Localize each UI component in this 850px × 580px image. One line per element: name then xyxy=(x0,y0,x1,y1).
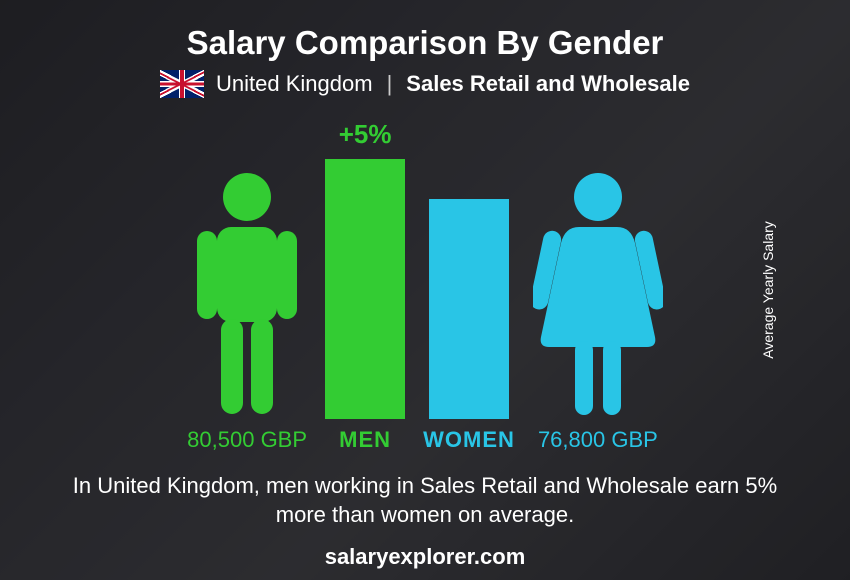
uk-flag-icon xyxy=(160,70,204,98)
category-label: Sales Retail and Wholesale xyxy=(406,71,690,97)
women-label: WOMEN xyxy=(423,427,515,453)
men-bar-col: +5% MEN xyxy=(325,153,405,453)
women-bar xyxy=(429,199,509,419)
summary-text: In United Kingdom, men working in Sales … xyxy=(65,471,785,530)
female-icon xyxy=(533,169,663,419)
women-salary: 76,800 GBP xyxy=(538,427,658,453)
infographic-container: Salary Comparison By Gender United Kingd… xyxy=(0,0,850,580)
women-bar-col: WOMEN xyxy=(423,153,515,453)
diff-label: +5% xyxy=(339,119,392,150)
country-label: United Kingdom xyxy=(216,71,373,97)
source-label: salaryexplorer.com xyxy=(325,544,526,570)
chart-area: 80,500 GBP +5% MEN WOMEN 76,800 GBP xyxy=(40,118,810,453)
men-salary: 80,500 GBP xyxy=(187,427,307,453)
main-title: Salary Comparison By Gender xyxy=(187,24,664,62)
subtitle-row: United Kingdom | Sales Retail and Wholes… xyxy=(160,70,690,98)
men-bar xyxy=(325,159,405,419)
separator: | xyxy=(385,71,395,97)
male-icon xyxy=(187,169,307,419)
y-axis-label: Average Yearly Salary xyxy=(759,221,775,359)
men-icon-col: 80,500 GBP xyxy=(187,153,307,453)
men-label: MEN xyxy=(339,427,391,453)
women-icon-col: 76,800 GBP xyxy=(533,153,663,453)
